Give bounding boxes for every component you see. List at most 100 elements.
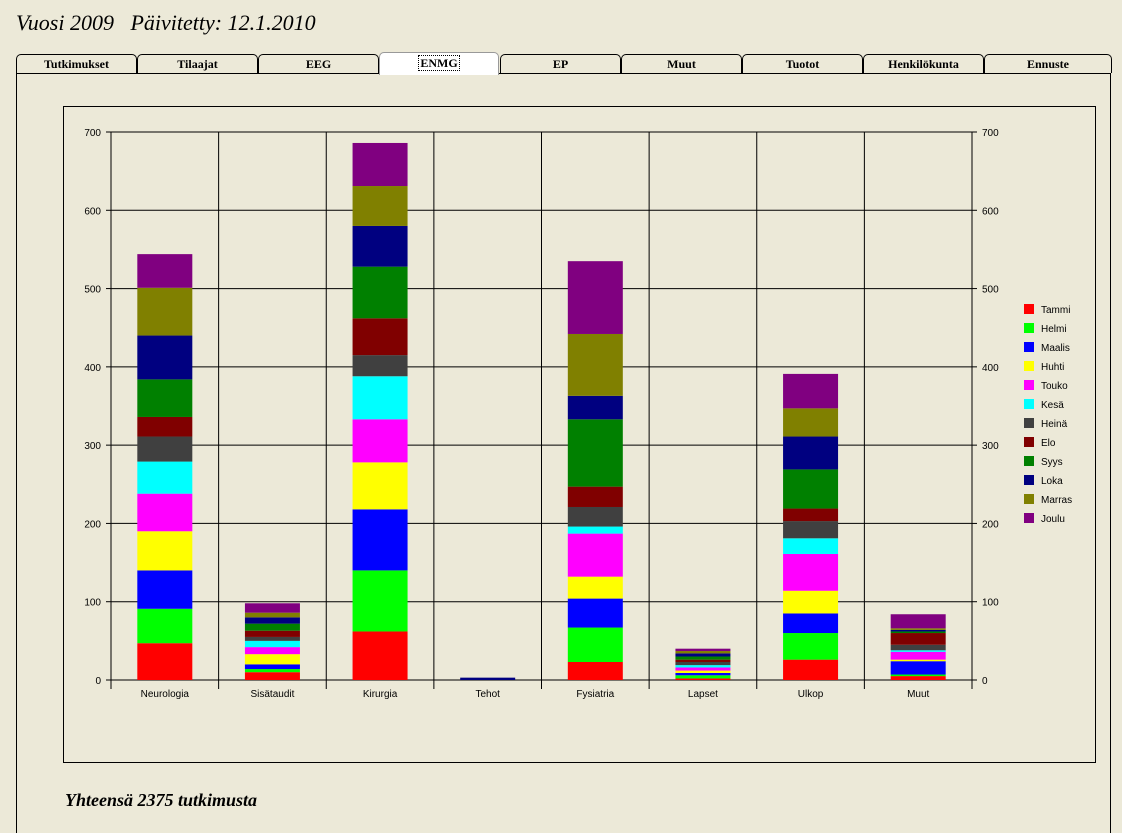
bar-segment-touko [352,419,408,463]
bar-segment-maalis [890,661,946,675]
bar-segment-loka [352,225,408,267]
bar-segment-tammi [244,672,300,680]
y-tick-label-right: 700 [982,128,999,139]
bar-segment-helmi [352,570,408,632]
legend-swatch [1024,456,1034,466]
year-label: Vuosi 2009 [16,10,114,35]
x-tick-label: Tehot [475,689,500,700]
bar-segment-syys [567,419,623,487]
tab-tilaajat[interactable]: Tilaajat [137,54,258,73]
y-tick-label-left: 100 [84,598,101,609]
bar-segment-marras [675,651,731,654]
legend-label: Joulu [1041,514,1065,525]
bar-segment-huhti [137,531,193,571]
y-tick-label-right: 100 [982,598,999,609]
bar-segment-joulu [137,254,193,288]
bar-segment-huhti [890,659,946,662]
bar-segment-helmi [783,633,839,660]
bar-segment-elo [244,630,300,637]
tab-tuotot[interactable]: Tuotot [742,54,863,73]
y-tick-label-right: 0 [982,676,988,687]
legend-swatch [1024,475,1034,485]
tab-ep[interactable]: EP [500,54,621,73]
bar-segment-loka [460,677,516,680]
bar-segment-maalis [244,664,300,670]
bar-segment-heinä [890,644,946,651]
x-tick-label: Neurologia [141,689,190,700]
legend-swatch [1024,399,1034,409]
legend-label: Huhti [1041,362,1064,373]
bar-segment-joulu [567,261,623,334]
bar-segment-maalis [675,672,731,676]
bar-segment-helmi [137,608,193,644]
bar-segment-touko [675,667,731,671]
bar-segment-huhti [783,590,839,614]
bar-segment-syys [244,623,300,631]
tab-panel [16,73,1111,833]
bar-segment-kesä [783,538,839,554]
bar-segment-heinä [783,521,839,539]
tab-muut[interactable]: Muut [621,54,742,73]
legend-label: Helmi [1041,324,1067,335]
y-tick-label-left: 400 [84,363,101,374]
bar-segment-kesä [890,650,946,652]
bar-segment-tammi [352,631,408,680]
legend-label: Marras [1041,495,1072,506]
bar-segment-kesä [567,526,623,534]
bar-segment-marras [567,333,623,396]
bar-segment-heinä [137,436,193,462]
bar-segment-joulu [783,373,839,409]
y-tick-label-left: 700 [84,128,101,139]
tab-ennuste[interactable]: Ennuste [984,54,1112,73]
bar-segment-loka [567,395,623,420]
legend-label: Kesä [1041,400,1064,411]
stacked-bar-chart: 0 0 100 100 200 200 300 300 400 400 500 500 600 600 70… [84,128,1072,700]
bar-segment-huhti [352,462,408,510]
tab-bar: Tutkimukset Tilaajat EEG ENMG EP Muut Tu… [16,52,1112,75]
bar-segment-marras [352,186,408,226]
page-header: Vuosi 2009 Päivitetty: 12.1.2010 [16,10,316,36]
bar-segment-joulu [675,648,731,652]
y-tick-label-right: 200 [982,519,999,530]
tab-eeg[interactable]: EEG [258,54,379,73]
bar-segment-maalis [783,613,839,634]
legend-swatch [1024,323,1034,333]
bar-segment-syys [890,631,946,634]
bar-segment-marras [890,628,946,630]
y-tick-label-left: 200 [84,519,101,530]
bar-segment-heinä [244,636,300,641]
y-tick-label-left: 300 [84,441,101,452]
bar-segment-marras [783,408,839,437]
bar-segment-elo [890,633,946,645]
bar-segment-elo [783,508,839,522]
bar-segment-touko [244,647,300,655]
bar-segment-maalis [352,509,408,571]
chart-frame: 0 0 100 100 200 200 300 300 400 400 500 500 600 600 70… [63,106,1096,763]
legend-swatch [1024,342,1034,352]
x-tick-label: Ulkop [798,689,824,700]
y-tick-label-left: 500 [84,285,101,296]
bar-segment-marras [244,612,300,618]
bar-segment-syys [352,266,408,319]
bar-segment-joulu [244,603,300,613]
bar-segment-loka [244,617,300,624]
legend-label: Loka [1041,476,1063,487]
tab-henkilokunta[interactable]: Henkilökunta [863,54,984,73]
legend-label: Elo [1041,438,1056,449]
tab-tutkimukset[interactable]: Tutkimukset [16,54,137,73]
legend-label: Syys [1041,457,1063,468]
bar-segment-syys [675,656,731,660]
bar-segment-tammi [675,678,731,680]
bar-segment-helmi [890,674,946,677]
tab-enmg[interactable]: ENMG [379,52,499,75]
legend-label: Tammi [1041,305,1070,316]
bar-segment-heinä [675,661,731,666]
legend-swatch [1024,380,1034,390]
bar-segment-kesä [352,376,408,420]
bar-segment-touko [783,553,839,591]
bar-segment-helmi [675,675,731,679]
bar-segment-kesä [675,665,731,668]
legend-swatch [1024,361,1034,371]
bar-segment-tammi [137,643,193,680]
x-tick-label: Lapset [688,689,718,700]
